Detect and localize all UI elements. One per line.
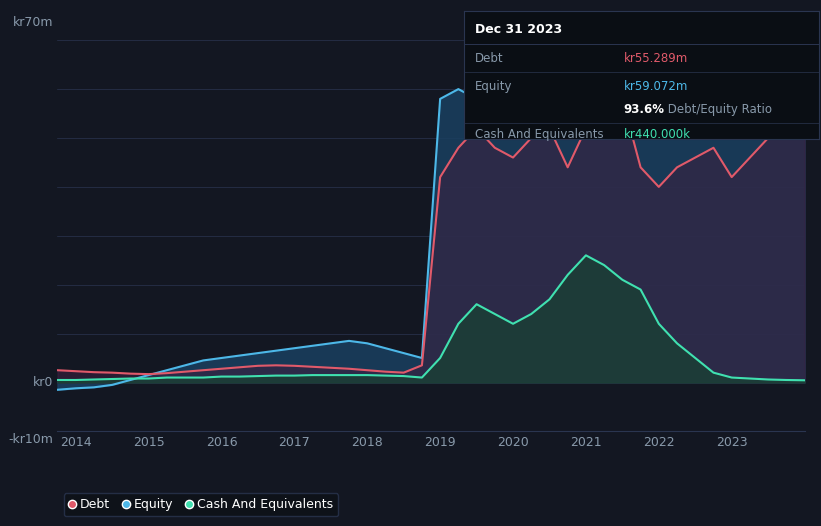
Text: Equity: Equity <box>475 80 512 93</box>
Text: Debt/Equity Ratio: Debt/Equity Ratio <box>664 103 773 116</box>
Text: Cash And Equivalents: Cash And Equivalents <box>475 128 603 141</box>
Text: kr440.000k: kr440.000k <box>623 128 690 141</box>
Text: 93.6%: 93.6% <box>623 103 664 116</box>
Text: kr0: kr0 <box>34 376 53 389</box>
Text: kr59.072m: kr59.072m <box>623 80 688 93</box>
Text: -kr10m: -kr10m <box>9 433 53 447</box>
Text: kr55.289m: kr55.289m <box>623 52 688 65</box>
Text: kr70m: kr70m <box>13 16 53 29</box>
Text: Dec 31 2023: Dec 31 2023 <box>475 23 562 36</box>
Legend: Debt, Equity, Cash And Equivalents: Debt, Equity, Cash And Equivalents <box>64 493 338 517</box>
Text: Debt: Debt <box>475 52 503 65</box>
